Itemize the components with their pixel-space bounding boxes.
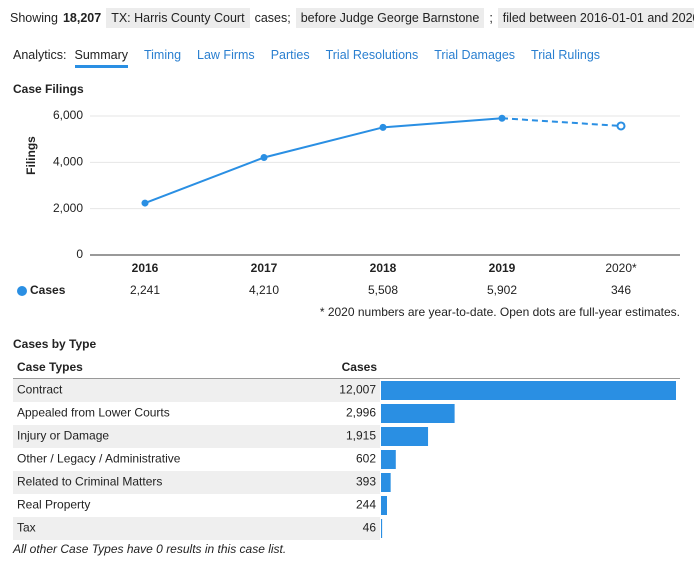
category-label: Other / Legacy / Administrative	[17, 452, 181, 466]
row-background	[13, 425, 380, 448]
tab[interactable]: Law Firms	[197, 48, 255, 62]
estimate-point	[616, 121, 626, 131]
estimate-line	[501, 117, 622, 127]
value-label: 2,996	[346, 406, 376, 420]
x-tick-label: 2017	[251, 261, 278, 275]
value-label: 5,902	[487, 283, 517, 297]
footnote: All other Case Types have 0 results in t…	[12, 542, 286, 556]
text: ;	[489, 11, 493, 25]
value-label: 602	[356, 452, 376, 466]
category-label: Injury or Damage	[17, 429, 109, 443]
filter-summary: Showing 18,207 TX: Harris County Court c…	[10, 8, 694, 28]
value-label: 2,241	[130, 283, 160, 297]
filter-chip[interactable]: filed between 2016-01-01 and 2020-02-02	[497, 8, 694, 28]
row-background	[13, 471, 380, 494]
tab[interactable]: Timing	[143, 48, 182, 62]
chart-title: Case Filings	[13, 82, 84, 96]
tabs: Analytics: Summary Timing Law Firms Parties…	[13, 48, 600, 68]
y-tick-label: 2,000	[53, 201, 83, 215]
y-tick-label: 4,000	[53, 155, 83, 169]
tab[interactable]: Trial Damages	[434, 48, 516, 62]
column-header: Case Types	[17, 360, 83, 374]
tab[interactable]: Parties	[270, 48, 310, 62]
category-label: Appealed from Lower Courts	[17, 406, 170, 420]
y-tick-label: 6,000	[53, 108, 83, 122]
category-label: Contract	[17, 383, 63, 397]
count: 18,207	[62, 11, 102, 25]
value-label: 346	[611, 283, 631, 297]
value-label: 46	[363, 521, 377, 535]
text: Showing	[10, 11, 58, 25]
legend-label: Cases	[30, 283, 66, 297]
point	[141, 199, 149, 207]
value-label: 393	[356, 475, 376, 489]
category-label: Real Property	[17, 498, 90, 512]
row-background	[13, 517, 380, 540]
filter-chip[interactable]: TX: Harris County Court	[106, 8, 250, 28]
tab[interactable]: Summary	[74, 48, 128, 68]
footnote: * 2020 numbers are year-to-date. Open do…	[320, 305, 680, 319]
bar	[381, 427, 429, 446]
value-label: 244	[356, 498, 376, 512]
filter-chip[interactable]: before Judge George Barnstone	[295, 8, 485, 28]
legend-dot	[17, 286, 27, 296]
value-label: 12,007	[339, 383, 376, 397]
row-background	[13, 379, 380, 402]
point	[260, 153, 268, 161]
x-tick-label: 2018	[370, 261, 397, 275]
bar	[381, 450, 396, 469]
point	[379, 123, 387, 131]
bar	[381, 381, 676, 400]
column-header: Cases	[342, 360, 378, 374]
tabs-label: Analytics:	[13, 48, 67, 62]
tab[interactable]: Trial Resolutions	[325, 48, 419, 62]
x-tick-label: 2019	[489, 261, 516, 275]
x-tick-label: 2020*	[605, 261, 637, 275]
category-label: Related to Criminal Matters	[17, 475, 162, 489]
bar	[381, 519, 383, 538]
bar	[381, 404, 455, 423]
y-axis-label: Filings	[24, 136, 38, 175]
y-tick-label: 0	[76, 247, 83, 261]
x-tick-label: 2016	[132, 261, 159, 275]
point	[498, 114, 506, 122]
value-label: 1,915	[346, 429, 376, 443]
text: cases;	[254, 11, 291, 25]
value-label: 4,210	[249, 283, 279, 297]
category-label: Tax	[17, 521, 36, 535]
bar	[381, 473, 391, 492]
tab[interactable]: Trial Rulings	[531, 48, 601, 62]
line	[144, 117, 503, 205]
chart-title: Cases by Type	[13, 337, 96, 351]
bar	[381, 496, 387, 515]
value-label: 5,508	[368, 283, 398, 297]
